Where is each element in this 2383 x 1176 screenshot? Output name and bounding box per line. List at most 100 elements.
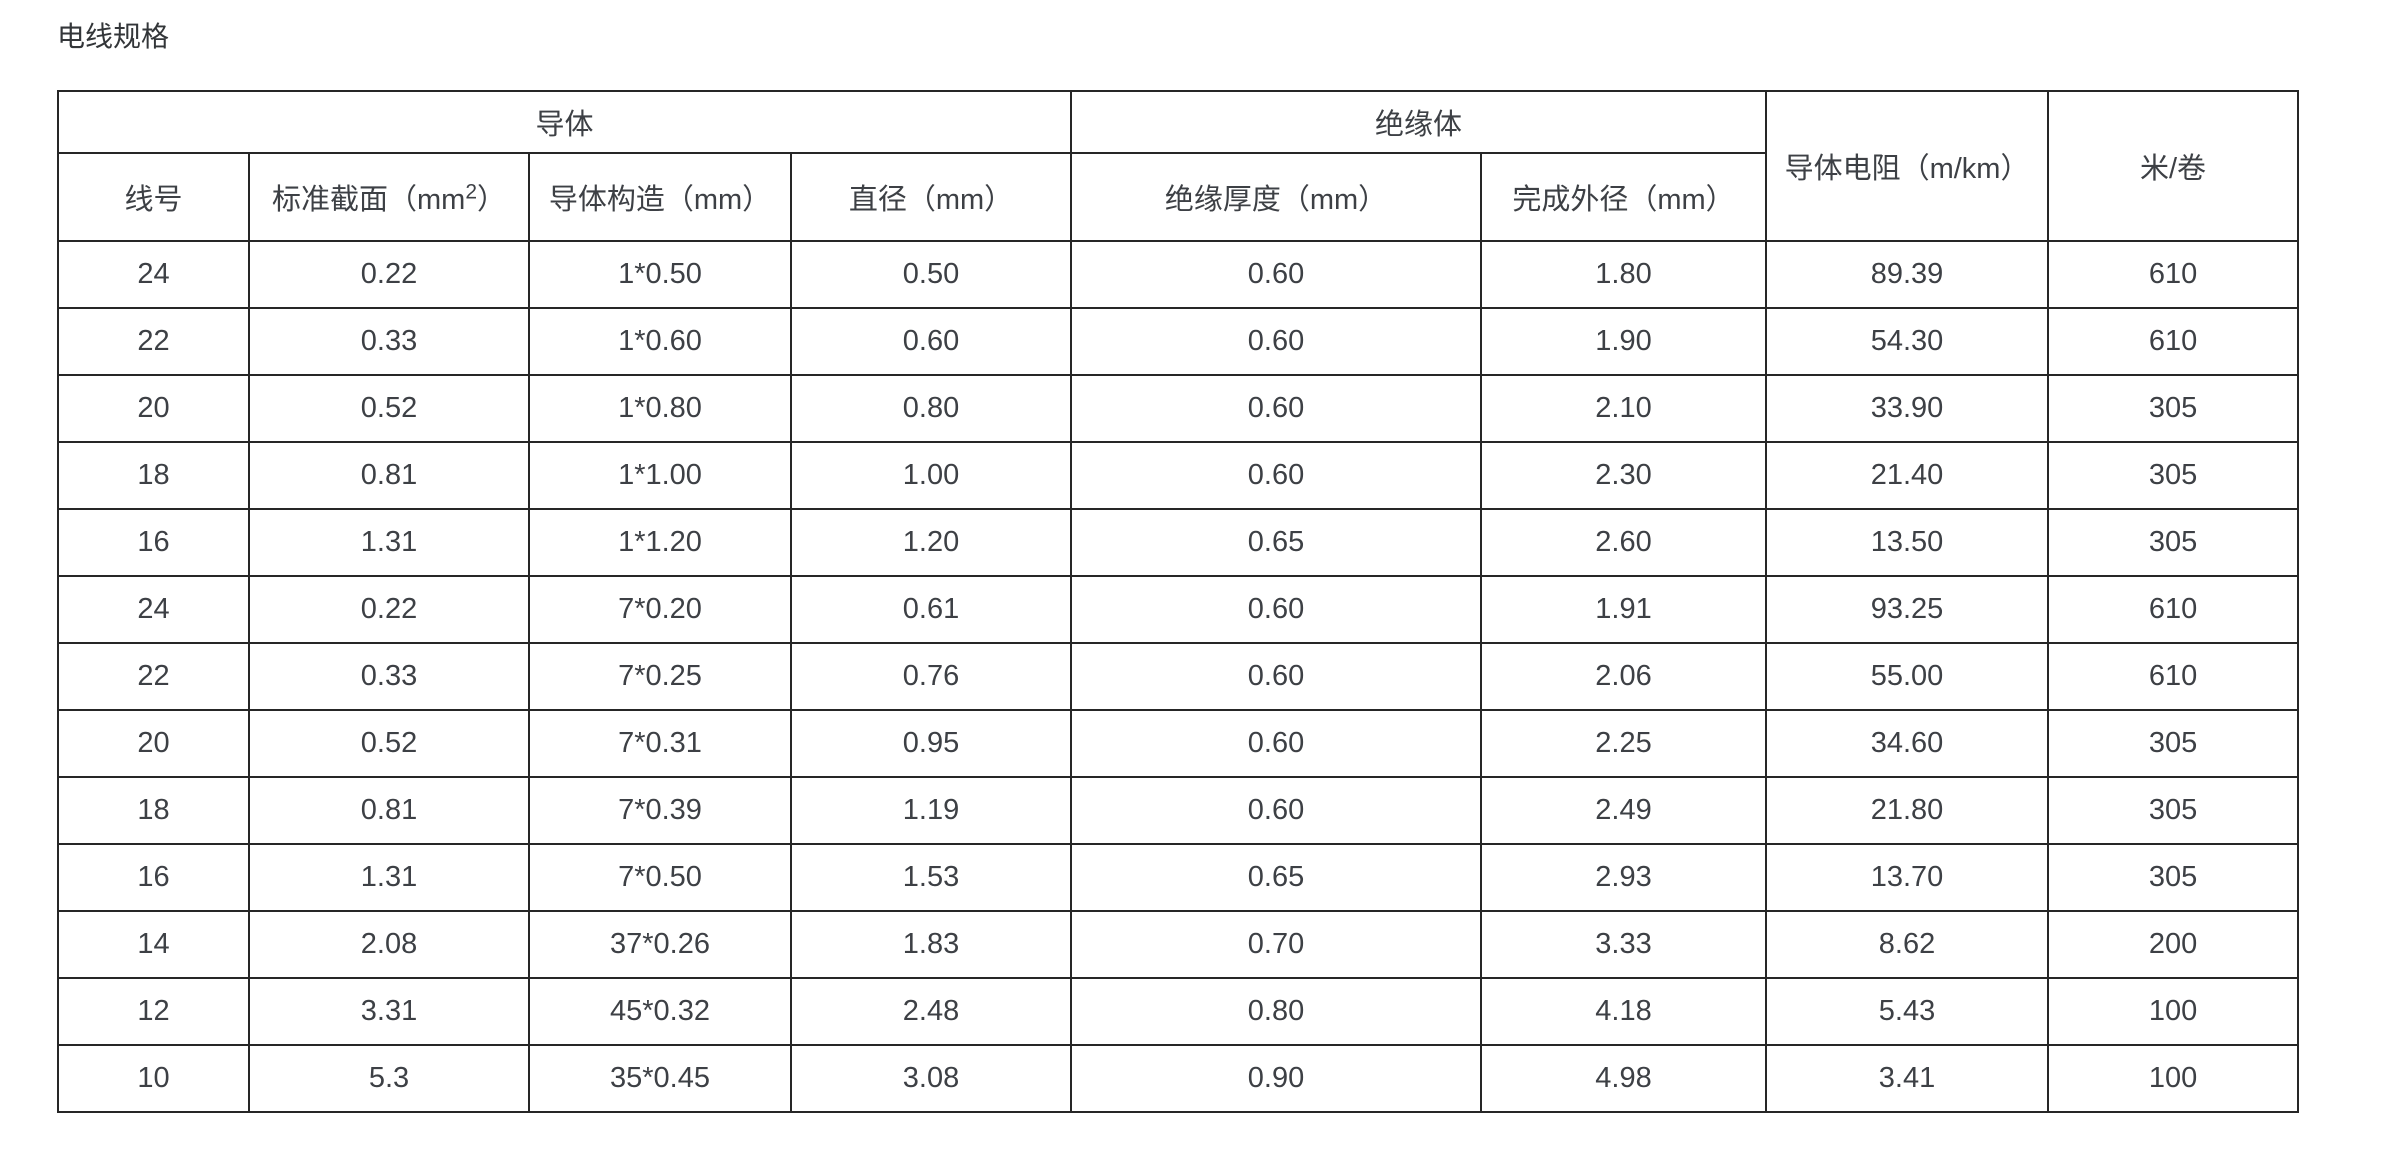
table-cell: 1.31	[248, 508, 530, 577]
table-cell: 610	[2047, 307, 2300, 376]
table-cell: 7*0.39	[528, 776, 792, 845]
table-cell: 0.76	[789, 642, 1073, 711]
table-cell: 33.90	[1765, 374, 2050, 443]
table-cell: 12	[57, 977, 250, 1046]
table-row: 20 0.52 1*0.80 0.80 0.60 2.10 33.90 305	[57, 374, 2300, 443]
table-cell: 20	[57, 709, 250, 778]
column-header-meters-per-roll: 米/卷	[2047, 90, 2300, 242]
table-cell: 16	[57, 508, 250, 577]
table-row: 24 0.22 7*0.20 0.61 0.60 1.91 93.25 610	[57, 575, 2300, 644]
table-cell: 0.33	[248, 642, 530, 711]
table-row: 16 1.31 7*0.50 1.53 0.65 2.93 13.70 305	[57, 843, 2300, 912]
table-cell: 2.60	[1480, 508, 1768, 577]
table-cell: 93.25	[1765, 575, 2050, 644]
table-cell: 0.22	[248, 575, 530, 644]
table-cell: 24	[57, 240, 250, 309]
table-row: 18 0.81 1*1.00 1.00 0.60 2.30 21.40 305	[57, 441, 2300, 510]
table-cell: 305	[2047, 508, 2300, 577]
table-cell: 18	[57, 776, 250, 845]
table-cell: 0.52	[248, 709, 530, 778]
table-row: 22 0.33 7*0.25 0.76 0.60 2.06 55.00 610	[57, 642, 2300, 711]
table-cell: 18	[57, 441, 250, 510]
table-cell: 305	[2047, 374, 2300, 443]
table-cell: 4.18	[1480, 977, 1768, 1046]
table-cell: 55.00	[1765, 642, 2050, 711]
table-cell: 5.3	[248, 1044, 530, 1113]
table-cell: 0.65	[1070, 843, 1483, 912]
table-cell: 3.33	[1480, 910, 1768, 979]
table-cell: 0.60	[1070, 575, 1483, 644]
table-row: 22 0.33 1*0.60 0.60 0.60 1.90 54.30 610	[57, 307, 2300, 376]
table-cell: 1.19	[789, 776, 1073, 845]
table-cell: 2.25	[1480, 709, 1768, 778]
table-cell: 0.60	[1070, 240, 1483, 309]
cross-section-label-prefix: 标准截面（mm	[271, 184, 466, 216]
table-cell: 0.60	[1070, 709, 1483, 778]
group-header-conductor: 导体	[56, 90, 1073, 154]
table-cell: 0.60	[1070, 776, 1483, 845]
table-cell: 1.53	[789, 843, 1073, 912]
table-cell: 305	[2047, 843, 2300, 912]
table-cell: 100	[2047, 977, 2300, 1046]
group-header-row: 导体 绝缘体 导体电阻（m/km） 米/卷	[56, 90, 2300, 242]
table-cell: 8.62	[1765, 910, 2050, 979]
table-cell: 2.06	[1480, 642, 1768, 711]
table-cell: 1.83	[789, 910, 1073, 979]
table-cell: 2.48	[789, 977, 1073, 1046]
table-row: 18 0.81 7*0.39 1.19 0.60 2.49 21.80 305	[57, 776, 2300, 845]
table-row: 12 3.31 45*0.32 2.48 0.80 4.18 5.43 100	[57, 977, 2300, 1046]
table-cell: 7*0.31	[528, 709, 792, 778]
table-cell: 305	[2047, 776, 2300, 845]
column-header-resistance: 导体电阻（m/km）	[1765, 90, 2050, 242]
table-cell: 5.43	[1765, 977, 2050, 1046]
table-cell: 2.08	[248, 910, 530, 979]
table-cell: 22	[57, 642, 250, 711]
table-cell: 0.52	[248, 374, 530, 443]
table-cell: 305	[2047, 441, 2300, 510]
table-cell: 54.30	[1765, 307, 2050, 376]
table-cell: 3.31	[248, 977, 530, 1046]
table-row: 14 2.08 37*0.26 1.83 0.70 3.33 8.62 200	[57, 910, 2300, 979]
table-cell: 0.70	[1070, 910, 1483, 979]
cross-section-label-suffix: ）	[477, 184, 507, 216]
table-cell: 34.60	[1765, 709, 2050, 778]
table-cell: 1.20	[789, 508, 1073, 577]
table-cell: 3.41	[1765, 1044, 2050, 1113]
table-cell: 13.70	[1765, 843, 2050, 912]
table-cell: 13.50	[1765, 508, 2050, 577]
table-cell: 1.90	[1480, 307, 1768, 376]
table-cell: 20	[57, 374, 250, 443]
sub-header-row: 线号 标准截面（mm2） 导体构造（mm） 直径（mm） 绝缘厚度（mm） 完成…	[57, 152, 2298, 242]
table-cell: 1*1.20	[528, 508, 792, 577]
table-row: 20 0.52 7*0.31 0.95 0.60 2.25 34.60 305	[57, 709, 2300, 778]
table-cell: 2.93	[1480, 843, 1768, 912]
table-cell: 21.40	[1765, 441, 2050, 510]
cross-section-superscript: 2	[465, 180, 477, 204]
table-cell: 2.49	[1480, 776, 1768, 845]
table-cell: 7*0.25	[528, 642, 792, 711]
table-header: 导体 绝缘体 导体电阻（m/km） 米/卷 线号 标准截面（mm2） 导体构造（…	[56, 90, 2300, 242]
table-cell: 24	[57, 575, 250, 644]
table-cell: 100	[2047, 1044, 2300, 1113]
table-cell: 89.39	[1765, 240, 2050, 309]
column-header-cross-section: 标准截面（mm2）	[248, 152, 530, 242]
table-row: 10 5.3 35*0.45 3.08 0.90 4.98 3.41 100	[57, 1044, 2300, 1113]
table-cell: 0.33	[248, 307, 530, 376]
table-cell: 610	[2047, 240, 2300, 309]
table-cell: 305	[2047, 709, 2300, 778]
table-cell: 16	[57, 843, 250, 912]
table-cell: 0.60	[1070, 642, 1483, 711]
table-cell: 2.30	[1480, 441, 1768, 510]
page-title: 电线规格	[57, 21, 170, 52]
table-cell: 0.81	[248, 776, 530, 845]
table-row: 24 0.22 1*0.50 0.50 0.60 1.80 89.39 610	[57, 240, 2300, 309]
table-cell: 0.90	[1070, 1044, 1483, 1113]
table-cell: 7*0.20	[528, 575, 792, 644]
table-cell: 0.65	[1070, 508, 1483, 577]
table-cell: 1*0.60	[528, 307, 792, 376]
wire-spec-table: 导体 绝缘体 导体电阻（m/km） 米/卷 线号 标准截面（mm2） 导体构造（…	[56, 90, 2300, 1113]
table-cell: 1.31	[248, 843, 530, 912]
table-cell: 0.60	[789, 307, 1073, 376]
column-header-insulation-thickness: 绝缘厚度（mm）	[1070, 152, 1483, 242]
